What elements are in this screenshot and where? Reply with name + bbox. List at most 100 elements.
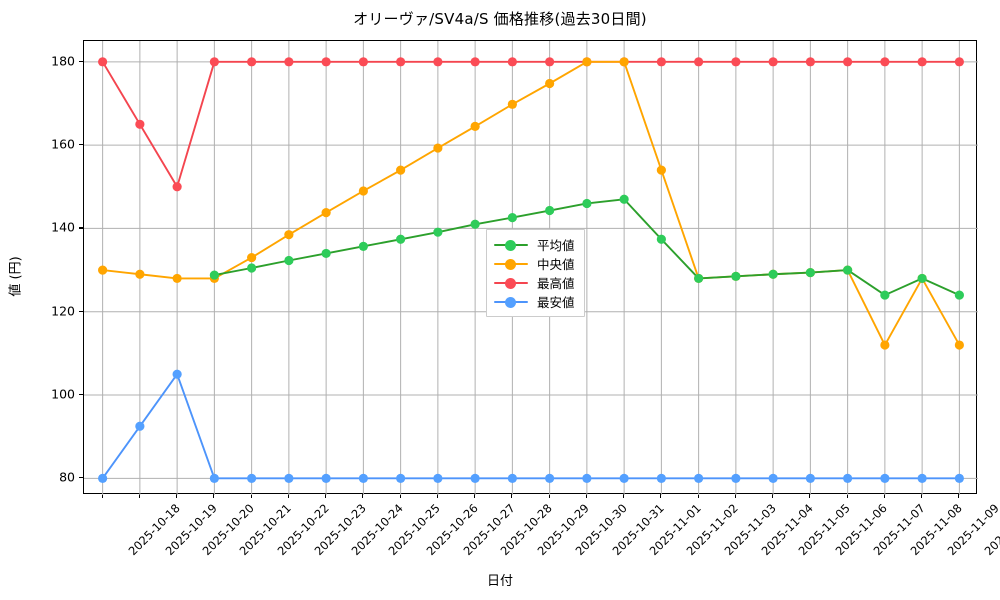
y-axis-tick (79, 394, 83, 396)
data-point-marker (284, 57, 294, 67)
data-point-marker (172, 182, 182, 192)
legend-item[interactable]: 最安値 (494, 292, 575, 311)
data-point-marker (805, 57, 815, 67)
data-point-marker (954, 473, 964, 483)
data-point-marker (396, 234, 406, 244)
data-point-marker (247, 57, 257, 67)
data-point-marker (507, 213, 517, 223)
data-point-marker (247, 252, 257, 263)
y-axis-tick (79, 227, 83, 229)
y-axis-tick-label: 180 (51, 53, 75, 69)
data-point-marker (209, 57, 219, 67)
data-point-marker (470, 121, 480, 131)
data-point-marker (507, 473, 517, 483)
data-point-marker (880, 290, 890, 300)
data-point-marker (582, 57, 592, 67)
data-point-marker (768, 57, 778, 67)
data-point-marker (917, 273, 927, 284)
data-point-marker (656, 165, 666, 175)
data-point-marker (284, 473, 294, 483)
data-point-marker (545, 57, 555, 67)
legend-item[interactable]: 最高値 (494, 273, 575, 292)
y-axis-tick (79, 60, 83, 62)
data-point-marker (507, 99, 517, 109)
x-axis-tick (809, 494, 811, 498)
x-axis-tick (287, 494, 289, 498)
data-point-marker (656, 234, 666, 244)
legend-swatch-icon (494, 295, 528, 309)
x-axis-tick (213, 494, 215, 498)
data-point-marker (433, 227, 443, 237)
y-axis-tick-label: 140 (51, 219, 75, 235)
data-point-marker (135, 269, 145, 279)
data-point-marker (98, 265, 108, 275)
data-point-marker (172, 369, 182, 379)
data-point-marker (619, 473, 629, 483)
x-axis-tick (883, 494, 885, 498)
data-point-marker (731, 473, 741, 483)
x-axis-tick (585, 494, 587, 498)
data-point-marker (433, 57, 443, 67)
data-point-marker (656, 473, 666, 483)
legend-item-label: 平均値 (537, 238, 575, 253)
y-axis-tick-label: 120 (51, 303, 75, 319)
y-axis-tick-label: 100 (51, 386, 75, 402)
data-point-marker (917, 57, 927, 67)
data-point-marker (98, 473, 108, 483)
x-axis-tick (436, 494, 438, 498)
x-axis-tick (176, 494, 178, 498)
data-point-marker (954, 340, 964, 350)
data-point-marker (582, 198, 592, 209)
data-point-marker (768, 473, 778, 483)
data-point-marker (321, 248, 331, 259)
data-point-marker (545, 473, 555, 483)
x-axis-tick (921, 494, 923, 498)
data-point-marker (694, 473, 704, 483)
x-axis-tick (362, 494, 364, 498)
data-point-marker (135, 421, 145, 431)
y-axis-tick-label: 160 (51, 136, 75, 152)
data-point-marker (507, 57, 517, 67)
y-axis-tick (79, 477, 83, 479)
data-point-marker (358, 241, 368, 251)
data-point-marker (545, 205, 555, 216)
data-point-marker (731, 57, 741, 67)
data-point-marker (135, 119, 145, 129)
data-point-marker (694, 57, 704, 67)
data-point-marker (284, 255, 294, 266)
x-axis-tick (623, 494, 625, 498)
legend-item[interactable]: 平均値 (494, 235, 575, 254)
data-point-marker (321, 208, 331, 218)
legend-swatch-icon (494, 276, 528, 290)
data-point-marker (433, 143, 443, 153)
series-line (101, 60, 961, 188)
legend-item[interactable]: 中央値 (494, 254, 575, 273)
data-point-marker (843, 265, 853, 275)
x-axis-tick (474, 494, 476, 498)
data-point-marker (619, 194, 629, 204)
x-axis-label: 日付 (486, 574, 513, 589)
x-axis-tick (846, 494, 848, 498)
data-point-marker (396, 473, 406, 483)
chart-legend: 平均値中央値最高値最安値 (486, 229, 585, 317)
x-axis-tick (734, 494, 736, 498)
data-point-marker (880, 473, 890, 483)
data-point-marker (209, 473, 219, 483)
data-point-marker (805, 473, 815, 483)
data-point-marker (545, 78, 555, 89)
legend-item-label: 中央値 (537, 257, 575, 272)
legend-item-label: 最高値 (537, 276, 575, 291)
x-axis-tick (660, 494, 662, 498)
y-axis-tick (79, 310, 83, 312)
y-axis-tick-label: 80 (59, 469, 75, 485)
x-axis-tick (511, 494, 513, 498)
data-point-marker (209, 270, 219, 280)
chart-title: オリーヴァ/SV4a/S 価格推移(過去30日間) (353, 10, 647, 28)
legend-item-label: 最安値 (537, 295, 575, 310)
data-point-marker (768, 269, 778, 279)
data-point-marker (880, 57, 890, 67)
x-axis-tick (772, 494, 774, 498)
y-axis-tick (79, 144, 83, 146)
data-point-marker (656, 57, 666, 67)
